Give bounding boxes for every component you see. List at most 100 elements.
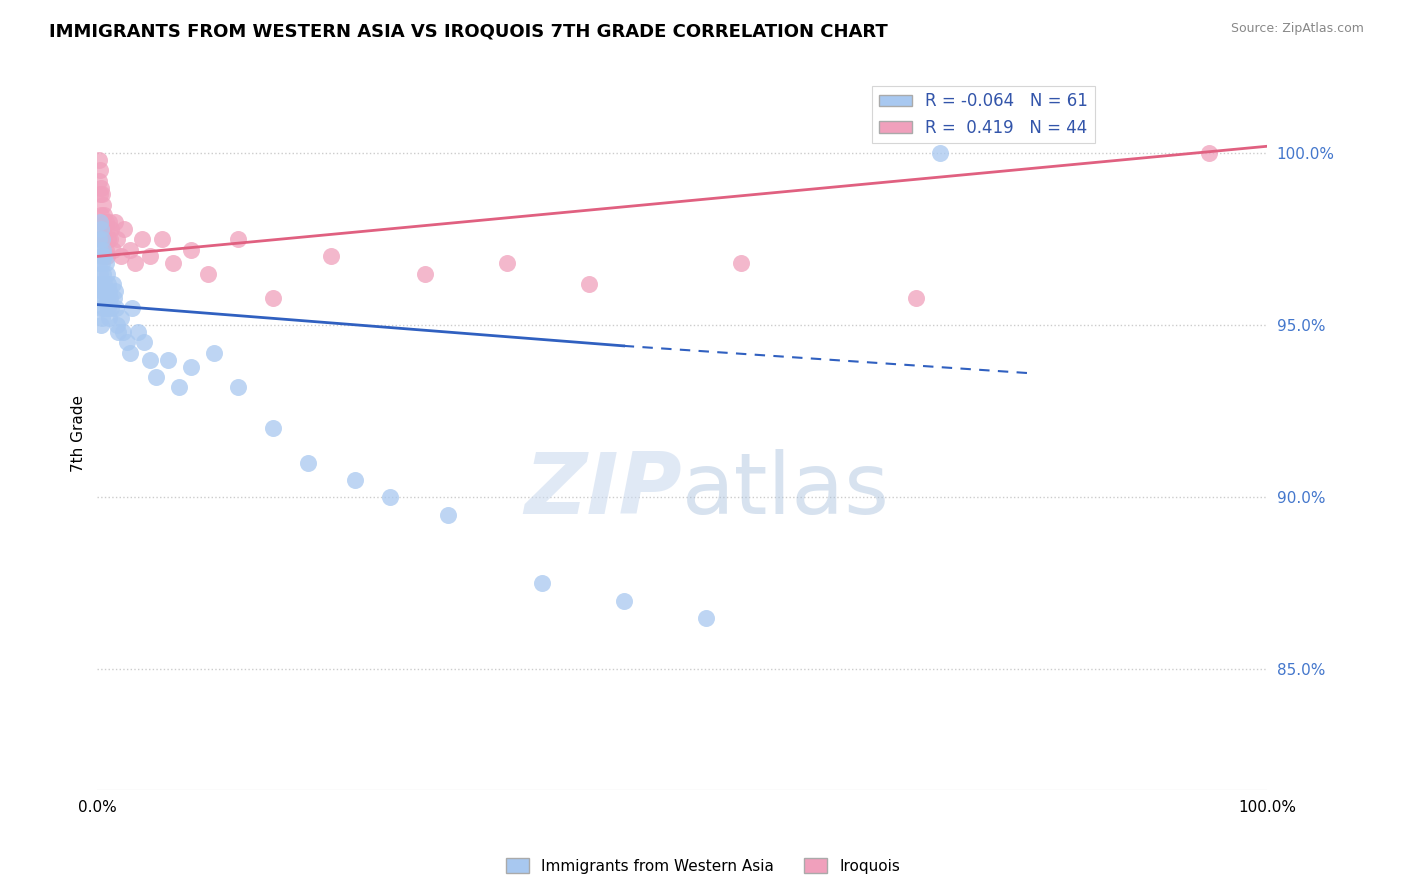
Point xyxy=(262,421,284,435)
Point xyxy=(97,301,120,315)
Point xyxy=(100,222,122,236)
Point xyxy=(89,187,111,202)
Point xyxy=(98,284,121,298)
Point xyxy=(905,291,928,305)
Point xyxy=(91,232,114,246)
Point xyxy=(97,232,120,246)
Text: atlas: atlas xyxy=(682,450,890,533)
Point xyxy=(90,232,112,246)
Point xyxy=(343,473,366,487)
Point xyxy=(112,325,135,339)
Point xyxy=(101,277,124,291)
Text: ZIP: ZIP xyxy=(524,450,682,533)
Point xyxy=(90,249,112,263)
Point xyxy=(127,325,149,339)
Point xyxy=(120,345,142,359)
Point xyxy=(91,198,114,212)
Point xyxy=(156,352,179,367)
Point xyxy=(139,352,162,367)
Point xyxy=(321,249,343,263)
Point xyxy=(107,325,129,339)
Point xyxy=(124,256,146,270)
Point xyxy=(96,249,118,263)
Point xyxy=(91,284,114,298)
Point xyxy=(90,318,112,333)
Point xyxy=(437,508,460,522)
Point xyxy=(530,576,553,591)
Point xyxy=(1198,146,1220,161)
Point xyxy=(613,593,636,607)
Point xyxy=(115,335,138,350)
Point xyxy=(180,359,202,374)
Point xyxy=(89,291,111,305)
Point xyxy=(93,208,115,222)
Point xyxy=(162,256,184,270)
Point xyxy=(91,311,114,326)
Point xyxy=(91,187,114,202)
Point xyxy=(104,284,127,298)
Point xyxy=(413,267,436,281)
Point xyxy=(110,311,132,326)
Point xyxy=(94,215,117,229)
Point xyxy=(93,301,115,315)
Point xyxy=(93,232,115,246)
Point xyxy=(87,232,110,246)
Point xyxy=(197,267,219,281)
Point xyxy=(120,243,142,257)
Point xyxy=(94,243,117,257)
Point xyxy=(103,291,125,305)
Point xyxy=(96,222,118,236)
Point xyxy=(94,284,117,298)
Legend: Immigrants from Western Asia, Iroquois: Immigrants from Western Asia, Iroquois xyxy=(499,852,907,880)
Point xyxy=(101,243,124,257)
Point xyxy=(87,277,110,291)
Point xyxy=(98,215,121,229)
Point xyxy=(91,256,114,270)
Point xyxy=(145,369,167,384)
Point xyxy=(94,256,117,270)
Point xyxy=(91,267,114,281)
Point xyxy=(226,380,249,394)
Point xyxy=(578,277,600,291)
Point xyxy=(100,301,122,315)
Point xyxy=(89,215,111,229)
Point xyxy=(91,291,114,305)
Point xyxy=(90,222,112,236)
Point xyxy=(150,232,173,246)
Point xyxy=(89,243,111,257)
Legend: R = -0.064   N = 61, R =  0.419   N = 44: R = -0.064 N = 61, R = 0.419 N = 44 xyxy=(872,86,1095,144)
Point xyxy=(167,380,190,394)
Point xyxy=(226,232,249,246)
Point xyxy=(89,267,111,281)
Point xyxy=(378,491,401,505)
Point xyxy=(89,163,111,178)
Point xyxy=(202,345,225,359)
Point xyxy=(97,277,120,291)
Text: IMMIGRANTS FROM WESTERN ASIA VS IROQUOIS 7TH GRADE CORRELATION CHART: IMMIGRANTS FROM WESTERN ASIA VS IROQUOIS… xyxy=(49,22,889,40)
Point xyxy=(110,249,132,263)
Point xyxy=(98,232,121,246)
Point xyxy=(105,301,128,315)
Point xyxy=(91,215,114,229)
Point xyxy=(262,291,284,305)
Point xyxy=(121,301,143,315)
Point xyxy=(730,256,752,270)
Point xyxy=(112,222,135,236)
Point xyxy=(131,232,153,246)
Point xyxy=(90,301,112,315)
Point xyxy=(96,267,118,281)
Text: Source: ZipAtlas.com: Source: ZipAtlas.com xyxy=(1230,22,1364,36)
Point xyxy=(180,243,202,257)
Point xyxy=(297,456,319,470)
Point xyxy=(98,291,121,305)
Point xyxy=(87,174,110,188)
Point xyxy=(105,232,128,246)
Point xyxy=(90,208,112,222)
Point xyxy=(93,277,115,291)
Point xyxy=(139,249,162,263)
Point xyxy=(87,256,110,270)
Point xyxy=(90,277,112,291)
Point xyxy=(90,180,112,194)
Point xyxy=(96,291,118,305)
Point xyxy=(87,153,110,167)
